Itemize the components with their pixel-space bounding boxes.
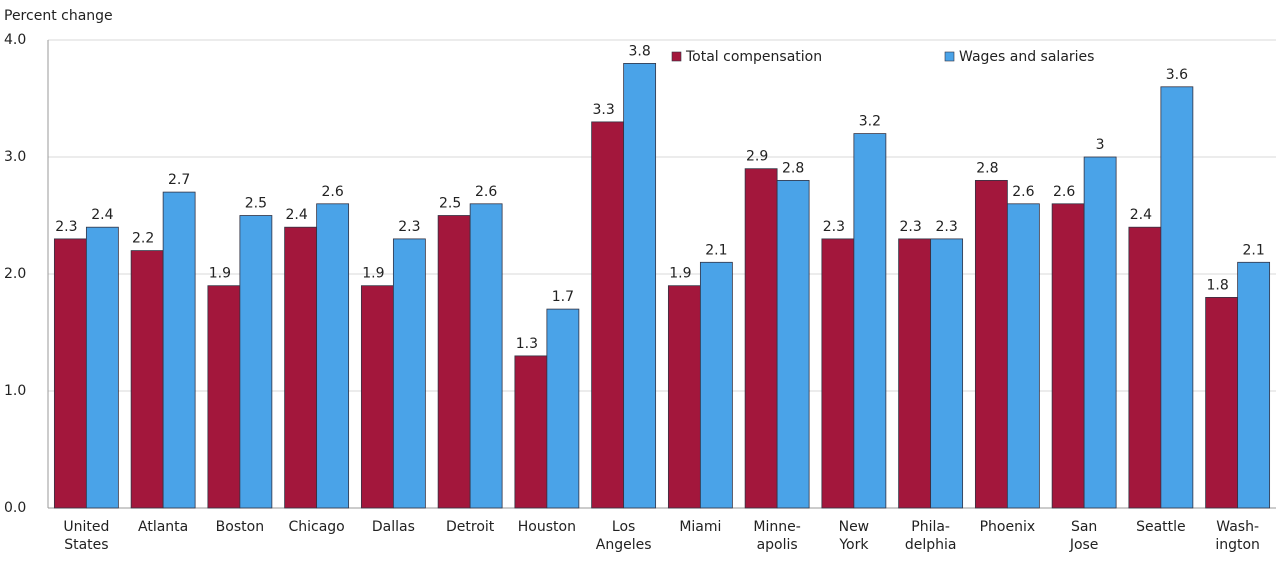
x-tick-label: Dallas <box>371 519 415 535</box>
bar <box>207 285 241 509</box>
bar <box>53 238 87 509</box>
bar <box>1237 261 1271 509</box>
data-label: 1.9 <box>209 266 231 282</box>
x-tick-label: San Jose <box>1069 519 1099 553</box>
bar <box>162 191 196 509</box>
x-tick-label: Minne- apolis <box>753 519 801 553</box>
y-tick-label: 4.0 <box>4 32 26 48</box>
bar <box>667 285 701 509</box>
data-label: 1.9 <box>669 266 691 282</box>
bar <box>1006 203 1040 509</box>
bar <box>821 238 855 509</box>
bar <box>514 355 548 509</box>
bar <box>974 179 1008 509</box>
x-tick-label: Detroit <box>445 519 495 535</box>
data-label: 2.2 <box>132 231 154 247</box>
bar <box>930 238 964 509</box>
data-label: 2.9 <box>746 149 768 165</box>
x-tick-label: United States <box>63 519 110 553</box>
data-label: 3 <box>1096 137 1105 153</box>
bar <box>360 285 394 509</box>
legend-swatch <box>671 51 682 62</box>
data-label: 2.1 <box>705 242 727 258</box>
bar <box>699 261 733 509</box>
bar <box>744 168 778 509</box>
data-label: 2.6 <box>1053 184 1075 200</box>
x-tick-label: Miami <box>679 519 722 535</box>
x-tick-label: Los Angeles <box>595 519 652 553</box>
data-label: 3.8 <box>628 43 650 59</box>
data-label: 2.6 <box>1012 184 1034 200</box>
data-label: 2.8 <box>782 160 804 176</box>
bar <box>898 238 932 509</box>
x-tick-label: Seattle <box>1136 519 1186 535</box>
data-label: 3.2 <box>859 114 881 130</box>
data-label: 2.4 <box>285 207 307 223</box>
legend-label: Total compensation <box>685 49 822 65</box>
data-label: 3.6 <box>1166 67 1188 83</box>
bar <box>284 226 318 509</box>
data-label: 2.6 <box>475 184 497 200</box>
bar <box>1083 156 1117 509</box>
bar <box>1128 226 1162 509</box>
x-tick-label: Phoenix <box>979 519 1036 535</box>
x-tick-label: Boston <box>215 519 265 535</box>
y-tick-label: 3.0 <box>4 149 26 165</box>
bar <box>776 179 810 509</box>
bar <box>316 203 350 509</box>
bar <box>1160 86 1194 509</box>
data-label: 3.3 <box>592 102 614 118</box>
bar <box>623 63 657 509</box>
data-label: 2.5 <box>439 196 461 212</box>
data-label: 2.3 <box>823 219 845 235</box>
data-label: 2.3 <box>55 219 77 235</box>
data-label: 2.4 <box>1130 207 1152 223</box>
y-tick-label: 1.0 <box>4 383 26 399</box>
x-tick-label: Chicago <box>288 519 345 535</box>
data-label: 2.6 <box>321 184 343 200</box>
bar <box>591 121 625 509</box>
data-label: 2.3 <box>935 219 957 235</box>
x-tick-label: Wash- ington <box>1215 519 1260 553</box>
data-label: 1.3 <box>516 336 538 352</box>
legend-swatch <box>944 51 955 62</box>
x-tick-label: Phila- delphia <box>904 519 957 553</box>
data-label: 2.4 <box>91 207 113 223</box>
data-label: 2.8 <box>976 160 998 176</box>
bar <box>853 133 887 509</box>
y-tick-label: 2.0 <box>4 266 26 282</box>
y-axis-label: Percent change <box>4 8 113 24</box>
bar <box>1051 203 1085 509</box>
x-tick-label: New York <box>838 519 870 553</box>
data-label: 2.3 <box>398 219 420 235</box>
data-label: 2.3 <box>899 219 921 235</box>
x-tick-label: Atlanta <box>138 519 189 535</box>
bar <box>1205 296 1239 509</box>
bar <box>469 203 503 509</box>
legend-label: Wages and salaries <box>959 49 1094 65</box>
data-label: 1.9 <box>362 266 384 282</box>
bar <box>130 250 164 509</box>
y-tick-label: 0.0 <box>4 500 26 516</box>
data-label: 2.1 <box>1242 242 1264 258</box>
x-tick-label: Houston <box>517 519 576 535</box>
data-label: 1.8 <box>1206 277 1228 293</box>
bar <box>546 308 580 509</box>
data-label: 2.5 <box>245 196 267 212</box>
data-label: 2.7 <box>168 172 190 188</box>
bar <box>437 215 471 509</box>
data-label: 1.7 <box>552 289 574 305</box>
bar <box>392 238 426 509</box>
bar <box>85 226 119 509</box>
bar <box>239 215 273 509</box>
